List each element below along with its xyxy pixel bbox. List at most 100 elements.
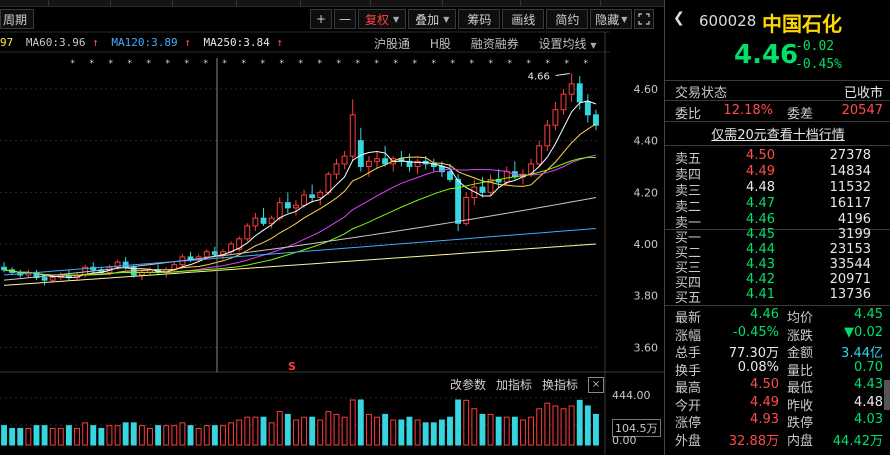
volume-bar	[593, 413, 599, 446]
volume-bar	[82, 422, 89, 446]
event-marker-icon: *	[431, 59, 436, 69]
ask-volume: 16117	[829, 196, 871, 211]
volume-bar	[568, 405, 575, 446]
stats-row: 换手 0.08% 量比 0.70	[665, 359, 890, 379]
event-marker-icon: *	[336, 59, 341, 69]
volume-bar	[511, 416, 518, 446]
ask-row: 卖一 4.46 4196	[665, 212, 890, 231]
ask-level-label: 卖三	[675, 184, 702, 199]
candle-body	[560, 93, 567, 111]
zoom-in-button[interactable]: +	[310, 9, 332, 29]
draw-line-button[interactable]: 画线	[502, 9, 545, 29]
volume-bar	[244, 416, 251, 446]
volume-scale-bottom: 0.00	[612, 434, 637, 447]
ask-level-label: 卖四	[675, 168, 702, 183]
chart-toolbar: + — 复权 ▼ 叠加 ▼ 筹码 画线 简约 隐藏 ▼	[310, 8, 656, 30]
bid-row: 买一 4.45 3199	[665, 227, 890, 246]
change-params-link[interactable]: 改参数	[450, 378, 487, 392]
volume-bar	[252, 416, 259, 446]
event-marker-icon: *	[241, 59, 246, 69]
event-marker-icon: *	[70, 59, 75, 69]
candle-body	[414, 160, 421, 167]
fq-dropdown[interactable]: 复权 ▼	[358, 9, 407, 29]
volume-bar	[17, 427, 24, 446]
bid-level-label: 买三	[675, 261, 702, 276]
bid-row: 买四 4.42 20971	[665, 272, 890, 291]
stat-value: 0.08%	[737, 359, 779, 375]
chevron-down-icon: ▼	[393, 14, 400, 24]
stat-value: 4.93	[750, 412, 779, 427]
bid-price: 4.42	[746, 272, 775, 287]
link-ma-settings[interactable]: 设置均线 ▼	[539, 37, 613, 51]
ask-price: 4.48	[746, 180, 775, 195]
kline-chart[interactable]: 4.60 4.40 4.20 4.00 3.80 3.60 * * * * * * * * * * * * * * * *…	[0, 0, 664, 455]
overlay-label: 叠加	[415, 12, 440, 27]
zoom-out-button[interactable]: —	[334, 9, 356, 29]
event-marker-icon: *	[260, 59, 265, 69]
dropdown-arrow-icon[interactable]: ❮	[673, 10, 685, 26]
expand-icon[interactable]	[634, 9, 655, 29]
volume-bar	[284, 413, 291, 446]
volume-bar	[317, 419, 324, 446]
stat-label: 均价	[787, 311, 814, 326]
ten-level-promo-link[interactable]: 仅需20元查看十档行情	[711, 128, 845, 143]
volume-bar	[536, 408, 543, 446]
volume-bar	[57, 427, 64, 446]
link-hk-connect[interactable]: 沪股通	[374, 37, 411, 51]
event-marker-icon: *	[412, 59, 417, 69]
candle-body	[568, 83, 575, 95]
stat-label: 总手	[675, 346, 702, 361]
ask-level-label: 卖一	[675, 216, 702, 231]
candle-body	[293, 204, 299, 209]
hide-dropdown[interactable]: 隐藏 ▼	[590, 9, 633, 29]
volume-bar	[49, 427, 56, 446]
simple-mode-button[interactable]: 简约	[546, 9, 589, 29]
event-marker-icon: *	[488, 59, 493, 69]
volume-bar	[398, 419, 405, 446]
stat-value: 77.30万	[728, 346, 779, 361]
trade-status-row: 交易状态 已收市	[665, 82, 890, 101]
ask-level-label: 卖二	[675, 200, 702, 215]
candle-body	[584, 101, 591, 116]
stats-row: 最高 4.50 最低 4.43	[665, 377, 890, 396]
bid-level-label: 买四	[675, 276, 702, 291]
scrollbar[interactable]	[884, 380, 890, 410]
event-marker-icon: *	[450, 59, 455, 69]
candle-body	[357, 140, 364, 168]
bid-row: 买五 4.41 13736	[665, 287, 890, 306]
volume-bar	[455, 399, 462, 446]
bid-volume: 3199	[837, 227, 871, 242]
link-h-share[interactable]: H股	[429, 37, 451, 51]
bid-price: 4.43	[746, 257, 775, 272]
volume-bar	[130, 422, 137, 446]
volume-bar	[301, 416, 307, 446]
add-indicator-link[interactable]: 加指标	[496, 378, 533, 392]
volume-bar	[147, 427, 153, 446]
close-icon[interactable]: ×	[588, 376, 605, 393]
volume-bar	[9, 427, 16, 446]
switch-indicator-link[interactable]: 换指标	[542, 378, 579, 392]
link-margin[interactable]: 融资融券	[470, 37, 519, 51]
price-tick-label: 4.40	[634, 135, 659, 148]
event-marker-icon: *	[298, 59, 303, 69]
event-marker-icon: *	[526, 59, 531, 69]
ma-line	[3, 156, 596, 276]
event-marker-icon: *	[222, 59, 227, 69]
candle-body	[268, 217, 275, 224]
candle-body	[365, 160, 372, 167]
chart-links: 沪股通 H股 融资融券 设置均线 ▼	[374, 35, 613, 52]
stat-label: 最新	[675, 311, 702, 326]
volume-bar	[520, 419, 526, 446]
candle-body	[252, 217, 259, 227]
status-label: 交易状态	[675, 86, 728, 101]
volume-bar	[382, 413, 389, 446]
candle-body	[479, 186, 486, 193]
candle-body	[284, 202, 291, 209]
overlay-dropdown[interactable]: 叠加 ▼	[408, 9, 457, 29]
stat-label: 金额	[787, 346, 814, 361]
chips-button[interactable]: 筹码	[458, 9, 501, 29]
volume-bar	[122, 422, 129, 446]
period-selector[interactable]: 周期	[0, 9, 35, 29]
volume-bar	[1, 425, 7, 446]
event-marker-icon: *	[146, 59, 151, 69]
